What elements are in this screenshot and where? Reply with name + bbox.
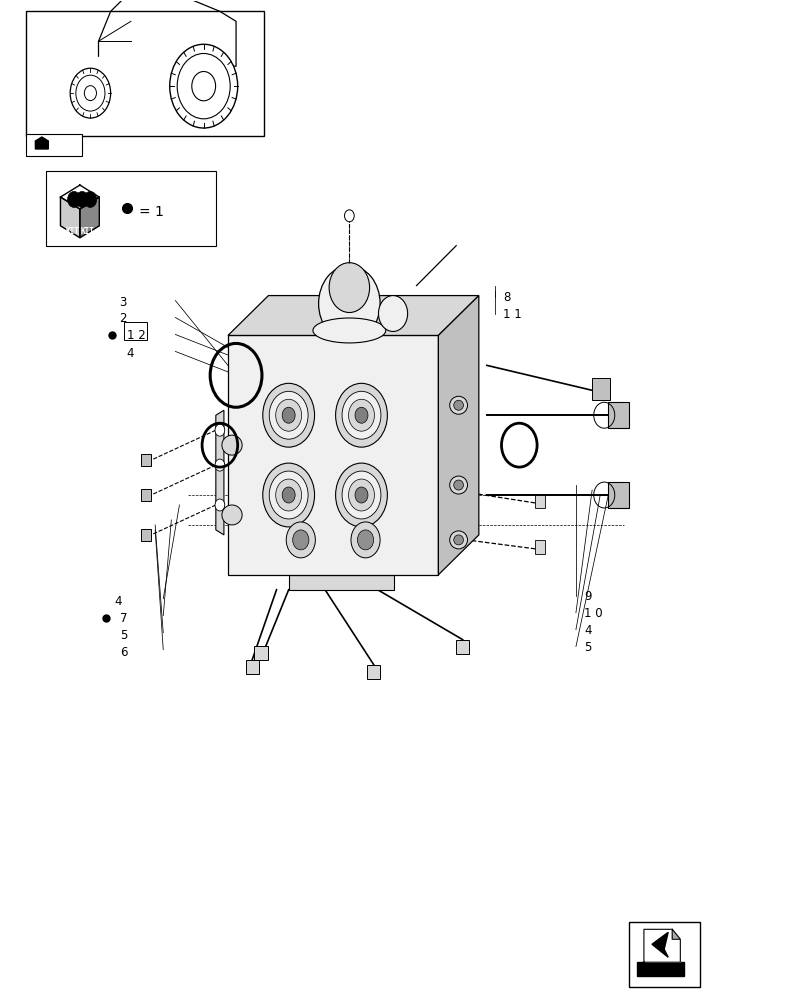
Circle shape xyxy=(263,383,314,447)
Bar xyxy=(140,489,151,501)
Circle shape xyxy=(357,530,373,550)
Circle shape xyxy=(177,53,230,119)
Bar xyxy=(628,922,699,987)
Circle shape xyxy=(354,407,367,423)
Ellipse shape xyxy=(221,505,242,525)
Text: 1 1: 1 1 xyxy=(503,308,521,321)
Circle shape xyxy=(335,463,387,527)
Polygon shape xyxy=(216,410,224,535)
Polygon shape xyxy=(228,335,438,575)
Bar xyxy=(140,454,151,466)
Circle shape xyxy=(344,210,354,222)
Circle shape xyxy=(75,75,105,111)
Bar xyxy=(46,171,216,246)
Ellipse shape xyxy=(453,480,463,490)
Polygon shape xyxy=(228,296,478,335)
Circle shape xyxy=(282,407,294,423)
Bar xyxy=(534,494,544,508)
Ellipse shape xyxy=(449,476,467,494)
Circle shape xyxy=(215,424,225,436)
Bar xyxy=(607,482,628,508)
Text: 1 0: 1 0 xyxy=(583,607,602,620)
Ellipse shape xyxy=(221,435,242,455)
Circle shape xyxy=(341,471,380,519)
Circle shape xyxy=(328,263,369,313)
Circle shape xyxy=(269,471,307,519)
Bar xyxy=(534,540,544,554)
Circle shape xyxy=(276,479,301,511)
Text: 8: 8 xyxy=(503,291,510,304)
Circle shape xyxy=(348,479,374,511)
Polygon shape xyxy=(637,962,684,976)
Text: 6: 6 xyxy=(120,646,127,659)
Polygon shape xyxy=(438,296,478,575)
Circle shape xyxy=(276,399,301,431)
Bar xyxy=(607,402,628,428)
Ellipse shape xyxy=(453,535,463,545)
Circle shape xyxy=(169,44,238,128)
Polygon shape xyxy=(651,932,667,957)
Text: 4: 4 xyxy=(114,595,122,608)
Circle shape xyxy=(318,266,380,341)
Text: 3: 3 xyxy=(118,296,126,309)
Circle shape xyxy=(67,191,80,207)
Ellipse shape xyxy=(312,318,385,343)
Polygon shape xyxy=(672,929,680,939)
Text: 1 2: 1 2 xyxy=(127,329,145,342)
Circle shape xyxy=(70,68,110,118)
Ellipse shape xyxy=(449,531,467,549)
Bar xyxy=(591,378,609,400)
Bar xyxy=(456,640,469,654)
Circle shape xyxy=(292,530,308,550)
Text: = 1: = 1 xyxy=(139,205,164,219)
Circle shape xyxy=(84,86,97,101)
Circle shape xyxy=(350,522,380,558)
Polygon shape xyxy=(643,929,680,962)
Circle shape xyxy=(75,191,88,207)
Circle shape xyxy=(341,391,380,439)
Bar xyxy=(254,646,268,660)
Circle shape xyxy=(269,391,307,439)
Text: 4: 4 xyxy=(127,347,134,360)
Bar xyxy=(367,665,380,679)
Bar xyxy=(246,660,259,674)
Polygon shape xyxy=(79,197,99,238)
Text: 2: 2 xyxy=(118,312,126,325)
Circle shape xyxy=(282,487,294,503)
Ellipse shape xyxy=(449,396,467,414)
Circle shape xyxy=(286,522,315,558)
Bar xyxy=(140,529,151,541)
Circle shape xyxy=(354,487,367,503)
Text: 4: 4 xyxy=(583,624,590,637)
Ellipse shape xyxy=(453,400,463,410)
Polygon shape xyxy=(288,575,393,590)
Bar xyxy=(26,11,264,136)
Circle shape xyxy=(215,499,225,511)
Circle shape xyxy=(84,191,97,207)
Text: 9: 9 xyxy=(583,590,590,603)
Text: 5: 5 xyxy=(120,629,127,642)
Circle shape xyxy=(378,296,407,331)
Polygon shape xyxy=(60,197,79,238)
Bar xyxy=(124,322,147,340)
Text: KIT: KIT xyxy=(80,227,94,236)
Polygon shape xyxy=(36,137,49,149)
Circle shape xyxy=(335,383,387,447)
Circle shape xyxy=(348,399,374,431)
Text: 7: 7 xyxy=(120,612,127,625)
Circle shape xyxy=(215,459,225,471)
Circle shape xyxy=(263,463,314,527)
Text: 5: 5 xyxy=(583,641,590,654)
Circle shape xyxy=(191,71,216,101)
Polygon shape xyxy=(60,185,99,209)
Bar xyxy=(26,134,82,156)
Text: KIT: KIT xyxy=(65,227,79,236)
